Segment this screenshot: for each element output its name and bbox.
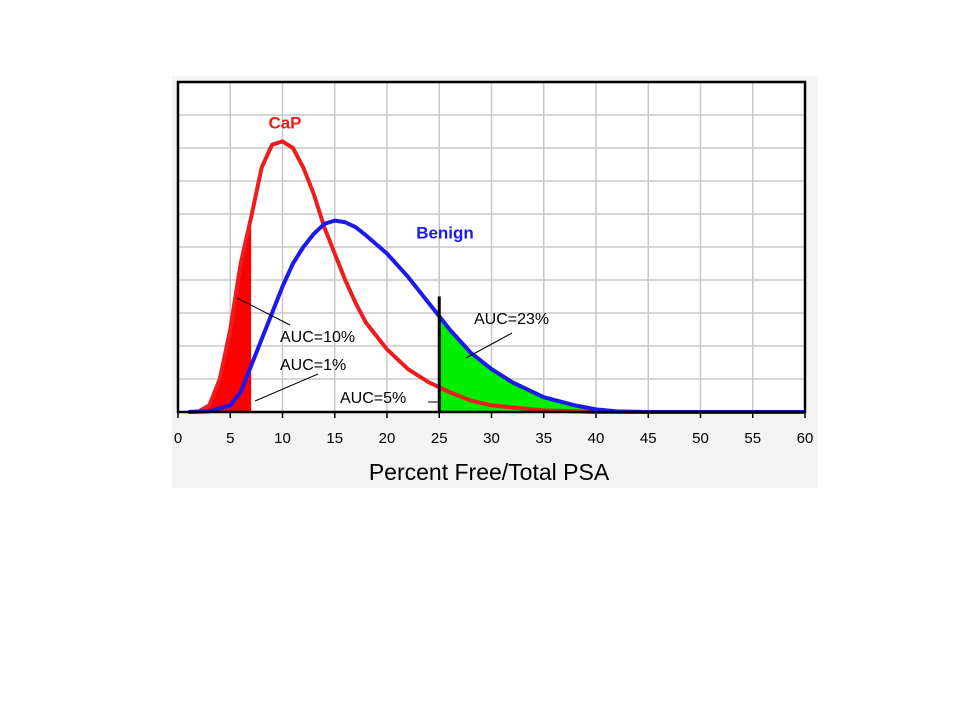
plot-frame bbox=[176, 80, 807, 414]
x-tick-label: 55 bbox=[744, 430, 761, 447]
x-tick-label: 50 bbox=[692, 430, 709, 447]
annotation-leader bbox=[254, 373, 319, 402]
annotation: AUC=1% bbox=[280, 357, 346, 374]
x-tick-label: 10 bbox=[274, 430, 291, 447]
x-tick-label: 30 bbox=[483, 430, 500, 447]
annotation-leader bbox=[236, 297, 291, 326]
x-tick-label: 35 bbox=[535, 430, 552, 447]
x-tick-label: 20 bbox=[379, 430, 396, 447]
series-label: CaP bbox=[268, 113, 301, 132]
x-tick-label: 15 bbox=[326, 430, 343, 447]
x-tick-label: 0 bbox=[174, 430, 182, 447]
x-tick-label: 25 bbox=[431, 430, 448, 447]
x-axis-label: Percent Free/Total PSA bbox=[369, 459, 610, 485]
annotation-leader bbox=[465, 332, 513, 359]
line bbox=[188, 139, 805, 414]
annotation: AUC=10% bbox=[280, 329, 355, 346]
x-tick-label: 5 bbox=[226, 430, 234, 447]
series-label: Benign bbox=[416, 223, 474, 242]
x-tick-label: 60 bbox=[797, 430, 814, 447]
line bbox=[188, 218, 805, 414]
shaded-area bbox=[188, 217, 252, 412]
x-tick-label: 45 bbox=[640, 430, 657, 447]
annotation: AUC=23% bbox=[474, 311, 549, 328]
x-tick-label: 40 bbox=[588, 430, 605, 447]
annotation: AUC=5% bbox=[340, 390, 406, 407]
